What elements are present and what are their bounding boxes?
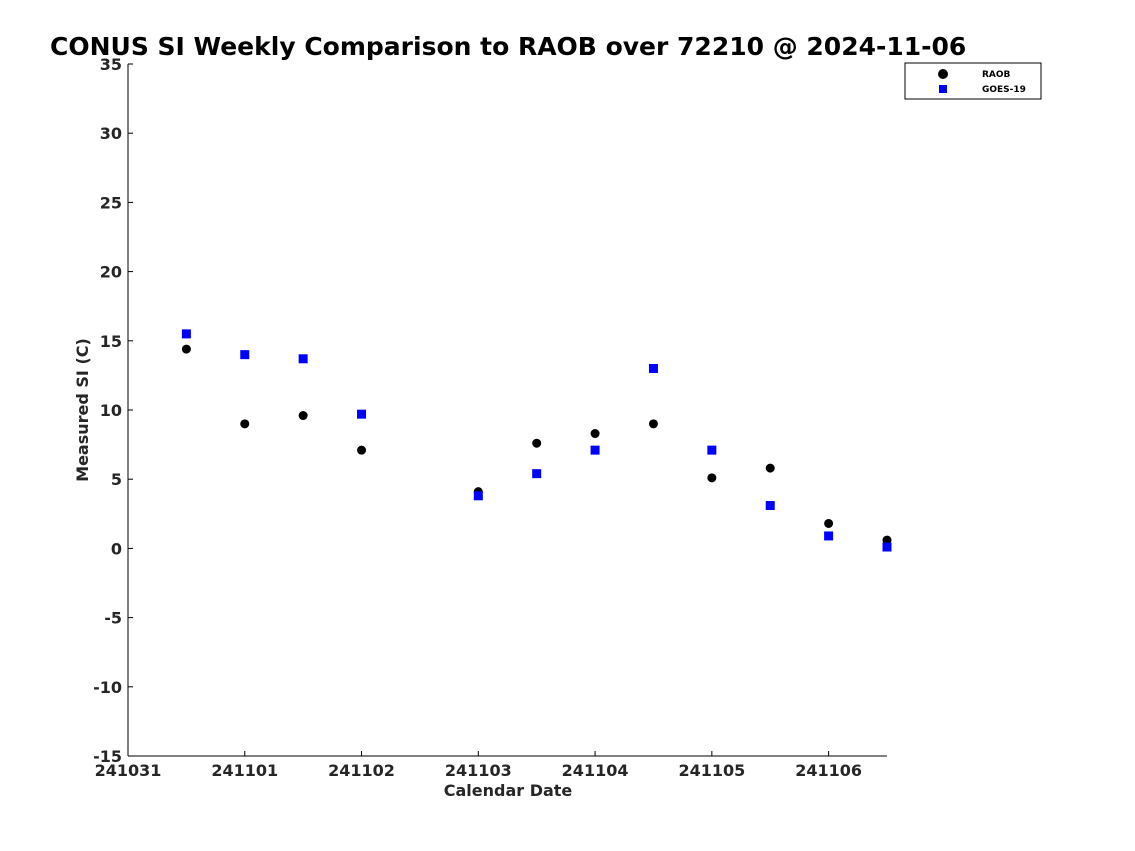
y-tick-label: -15: [93, 747, 122, 766]
goes-19-point: [590, 445, 600, 455]
goes-19-point: [240, 350, 250, 360]
x-tick-label: 241104: [562, 761, 629, 780]
goes-19-point: [532, 469, 542, 479]
goes-19-point: [298, 354, 308, 364]
y-axis-label: Measured SI (C): [73, 338, 92, 482]
y-tick-label: 35: [100, 55, 122, 74]
raob-point: [532, 438, 542, 448]
raob-point: [181, 344, 191, 354]
y-tick-label: 25: [100, 193, 122, 212]
legend-goes-19-marker: [939, 85, 947, 93]
y-tick-label: 10: [100, 401, 122, 420]
x-ticks: 241031 241101 241102 241103 241104 241105 2411…: [95, 751, 862, 780]
goes-19-point: [882, 542, 892, 552]
x-tick-label: 241102: [328, 761, 395, 780]
goes-19-point: [357, 409, 367, 419]
x-tick-label: 241101: [211, 761, 278, 780]
series-goes-19: [181, 329, 892, 552]
legend-box: [904, 62, 1042, 100]
raob-point: [298, 411, 308, 421]
y-tick-label: 20: [100, 263, 122, 282]
legend-label: RAOB: [982, 70, 1011, 80]
raob-point: [357, 445, 367, 455]
x-tick-label: 241103: [445, 761, 512, 780]
raob-point: [240, 419, 250, 429]
x-tick-label: 241105: [678, 761, 745, 780]
goes-19-point: [473, 491, 483, 501]
goes-19-point: [181, 329, 191, 339]
raob-point: [590, 429, 600, 439]
chart-title: CONUS SI Weekly Comparison to RAOB over …: [50, 32, 966, 61]
legend-raob-marker: [938, 69, 948, 79]
x-axis-label: Calendar Date: [444, 781, 573, 800]
raob-point: [824, 518, 834, 528]
raob-point: [882, 535, 892, 545]
legend: RAOB GOES-19: [904, 62, 1042, 100]
y-tick-label: 30: [100, 124, 122, 143]
raob-point: [707, 473, 717, 483]
goes-19-point: [824, 531, 834, 541]
goes-19-point: [765, 500, 775, 510]
raob-point: [648, 419, 658, 429]
y-tick-label: -10: [93, 678, 122, 697]
y-tick-label: 5: [111, 470, 122, 489]
y-tick-label: 0: [111, 539, 122, 558]
raob-point: [765, 463, 775, 473]
y-tick-label: -5: [104, 609, 122, 628]
data-points: [181, 329, 892, 552]
series-raob: [181, 344, 892, 545]
goes-19-point: [707, 445, 717, 455]
x-tick-label: 241106: [795, 761, 862, 780]
x-tick-label: 241031: [95, 761, 162, 780]
legend-label: GOES-19: [982, 85, 1026, 95]
goes-19-point: [648, 363, 658, 373]
y-ticks: 35 30 25 20 15 10 5 0 -5 -10 -15: [93, 55, 133, 766]
y-tick-label: 15: [100, 332, 122, 351]
axes: [127, 64, 887, 757]
